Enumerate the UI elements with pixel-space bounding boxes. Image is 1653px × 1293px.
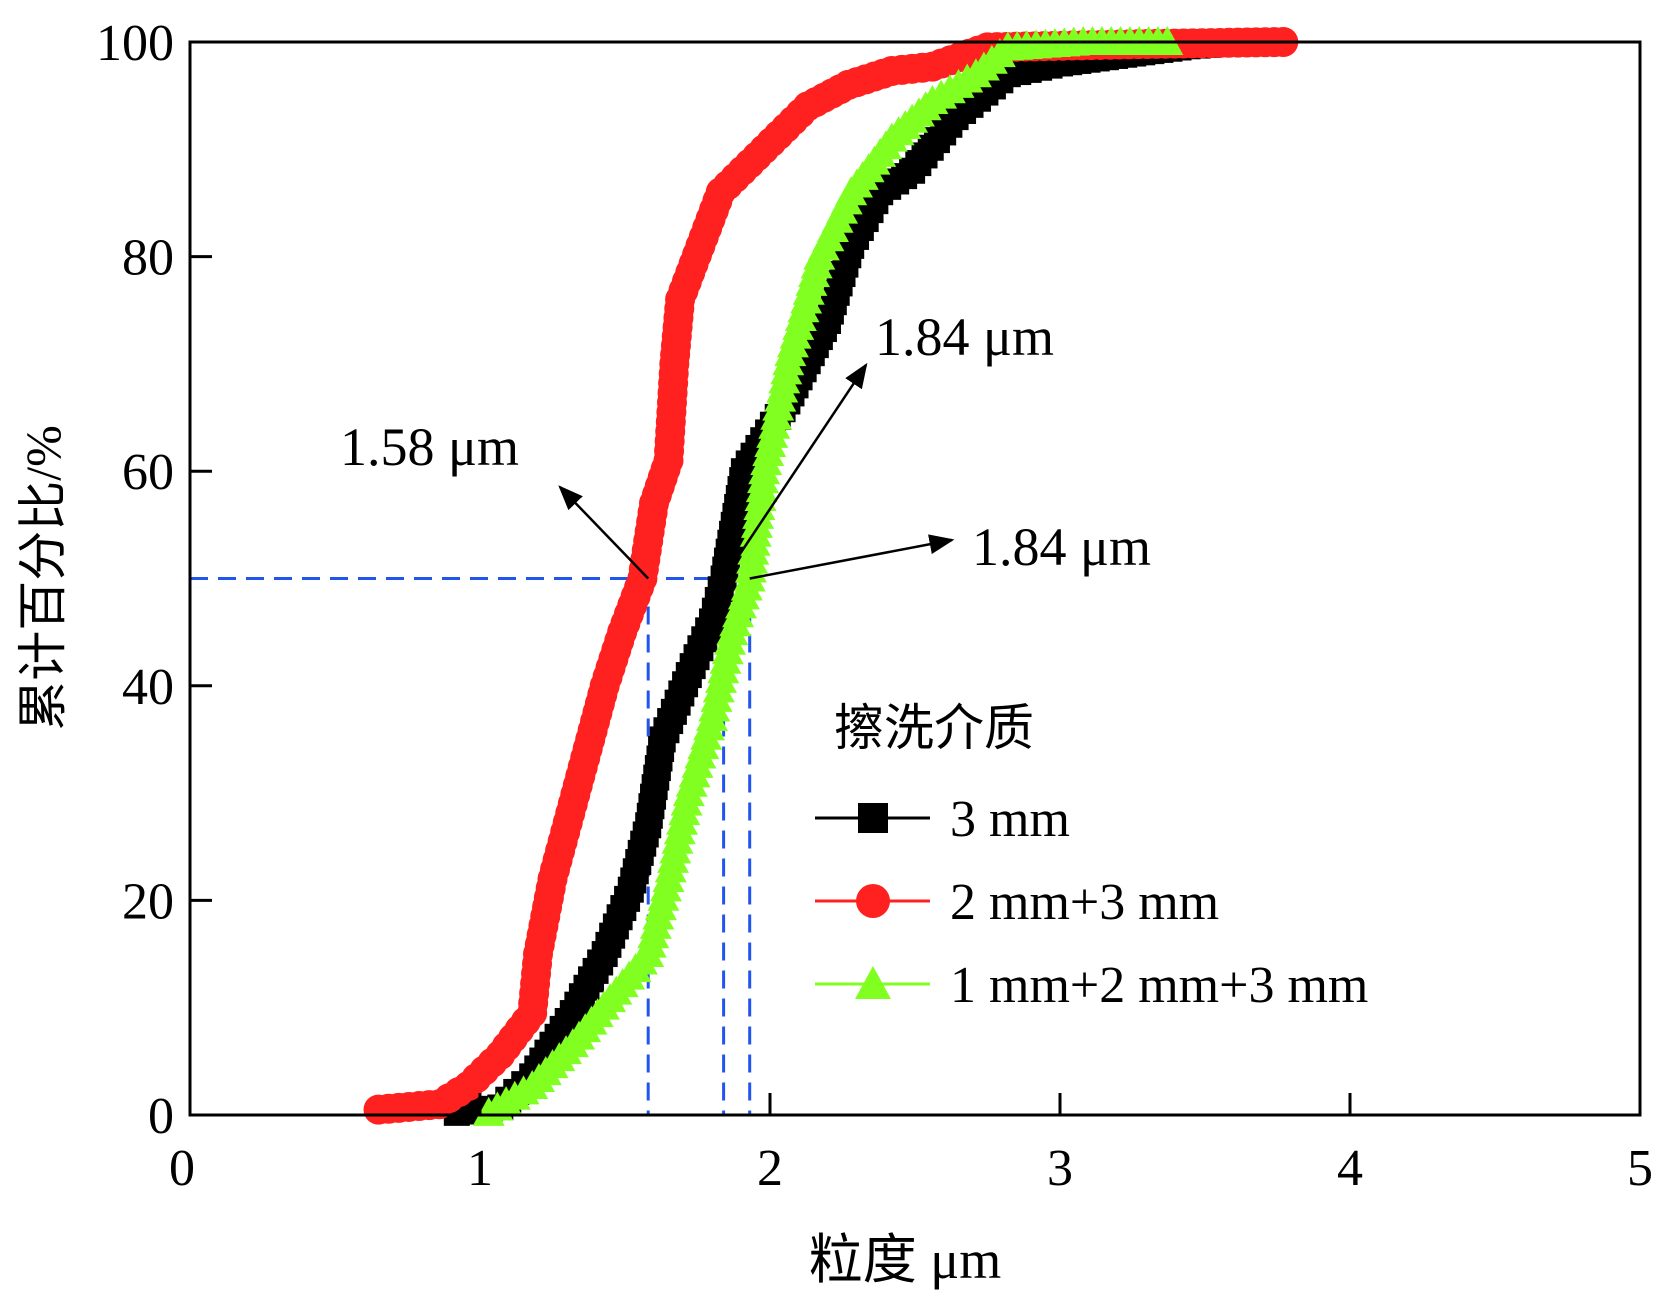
x-tick-label: 4 [1337, 1140, 1363, 1197]
y-tick-label: 40 [122, 659, 174, 716]
annotation-arrow [558, 485, 650, 580]
x-tick-label: 2 [757, 1140, 783, 1197]
plot-frame [188, 40, 1642, 1117]
x-tick-label: 0 [169, 1140, 195, 1197]
y-tick-label: 60 [122, 444, 174, 501]
annotation-arrow [722, 362, 868, 580]
y-axis-label: 累计百分比/% [15, 425, 71, 731]
x-tick-label: 5 [1627, 1140, 1653, 1197]
x-axis-label: 粒度 μm [809, 1230, 1001, 1290]
legend-item: 3 mm [815, 791, 1070, 848]
legend-marker [856, 884, 890, 918]
annotation-label: 1.84 μm [972, 517, 1151, 577]
annotation-label: 1.58 μm [340, 417, 519, 477]
legend-title: 擦洗介质 [834, 700, 1034, 756]
x-tick-label: 3 [1047, 1140, 1073, 1197]
legend-label: 1 mm+2 mm+3 mm [950, 957, 1368, 1014]
y-tick-label: 20 [122, 873, 174, 930]
y-tick-label: 100 [96, 15, 174, 72]
y-tick-label: 0 [148, 1088, 174, 1145]
legend-label: 2 mm+3 mm [950, 874, 1219, 931]
y-tick-label: 80 [122, 230, 174, 287]
annotation-arrow [749, 534, 955, 580]
legend-item: 2 mm+3 mm [815, 874, 1219, 931]
legend-marker [858, 803, 888, 833]
legend-label: 3 mm [950, 791, 1070, 848]
annotation-label: 1.84 μm [875, 307, 1054, 367]
x-tick-label: 1 [467, 1140, 493, 1197]
legend-item: 1 mm+2 mm+3 mm [815, 957, 1368, 1014]
legend-marker [855, 966, 891, 999]
series-2 [472, 26, 1184, 1126]
